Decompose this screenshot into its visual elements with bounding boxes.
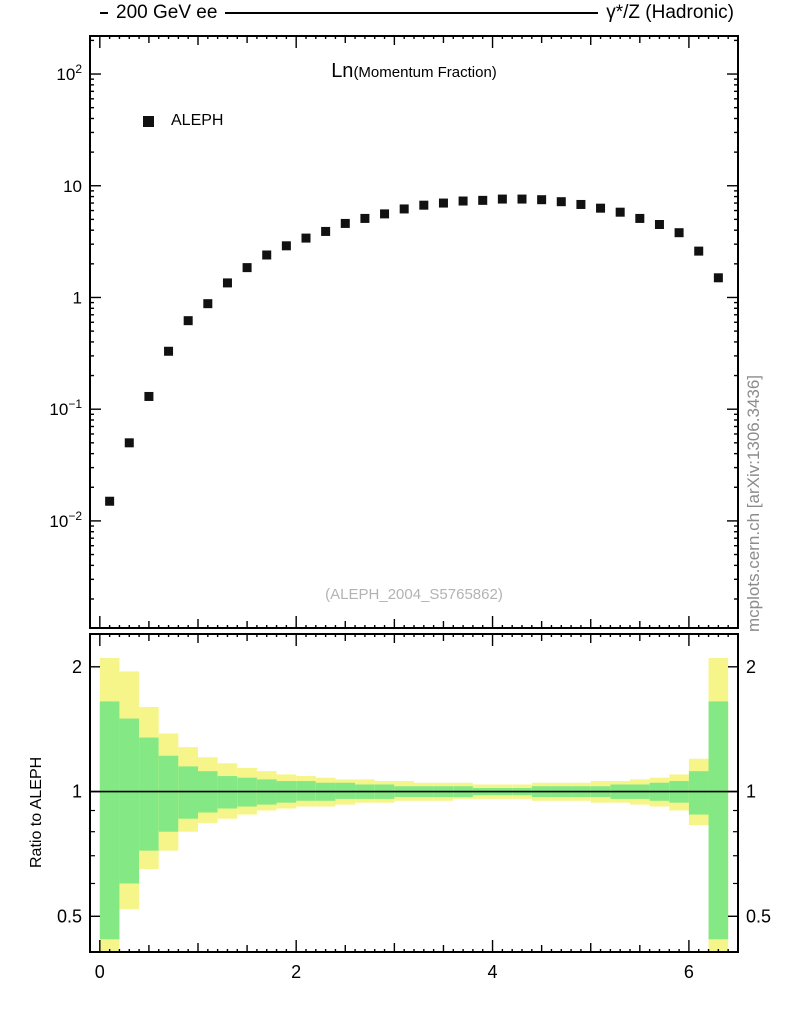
legend-marker-swatch [143, 115, 154, 127]
mcplots-citation: mcplots.cern.ch [arXiv:1306.3436] [744, 374, 763, 632]
ratio-axis-label: Ratio to ALEPH [28, 756, 45, 868]
beam-energy-label: 200 GeV ee [108, 2, 226, 24]
svg-text:0: 0 [95, 962, 105, 982]
svg-text:102: 102 [56, 62, 82, 84]
analysis-watermark: (ALEPH_2004_S5765862) [325, 586, 503, 603]
svg-text:1: 1 [746, 782, 756, 802]
process-label: γ*/Z (Hadronic) [598, 2, 742, 24]
plot-title: Ln(Momentum Fraction) [331, 60, 497, 83]
top-rule [100, 12, 738, 14]
svg-text:1: 1 [72, 782, 82, 802]
svg-text:0.5: 0.5 [746, 906, 771, 926]
plot-title-sub: (Momentum Fraction) [353, 64, 497, 81]
svg-text:6: 6 [684, 962, 694, 982]
svg-text:10−2: 10−2 [49, 509, 82, 531]
plot-title-main: Ln [331, 60, 354, 82]
svg-text:10: 10 [63, 177, 82, 196]
svg-text:0.5: 0.5 [57, 906, 82, 926]
svg-text:2: 2 [72, 657, 82, 677]
svg-text:10−1: 10−1 [49, 397, 82, 419]
legend: ALEPH [143, 112, 223, 130]
svg-text:2: 2 [291, 962, 301, 982]
svg-text:4: 4 [488, 962, 498, 982]
svg-text:2: 2 [746, 657, 756, 677]
legend-label: ALEPH [171, 112, 224, 129]
svg-text:1: 1 [73, 288, 82, 307]
